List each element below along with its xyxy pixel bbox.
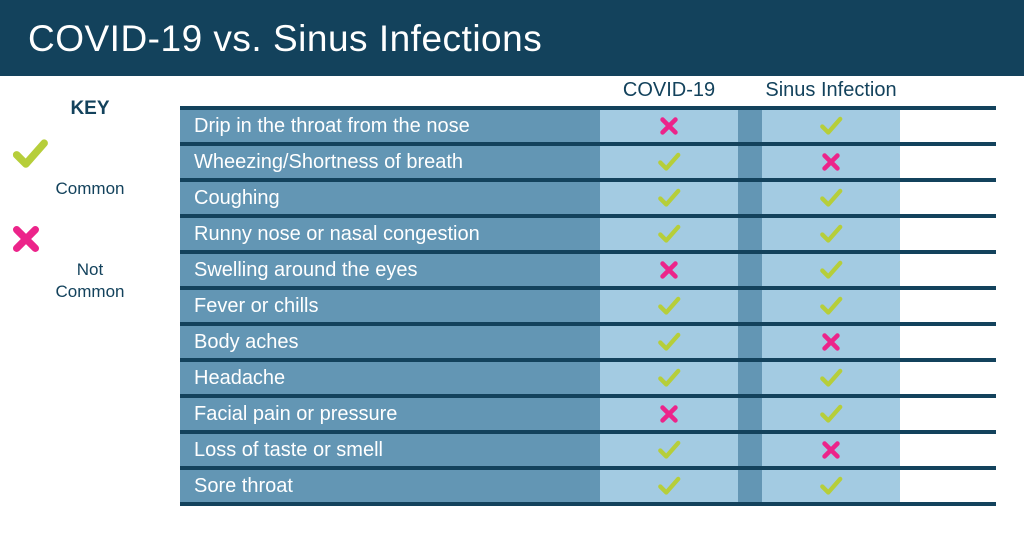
key-common-icon-wrap — [10, 134, 170, 174]
key-panel: KEY Common NotCommon — [0, 76, 180, 506]
symptom-cell: Facial pain or pressure — [180, 398, 600, 430]
sinus-mark-common — [762, 398, 900, 430]
symptom-cell: Drip in the throat from the nose — [180, 110, 600, 142]
covid-mark-common — [600, 182, 738, 214]
column-gap — [738, 182, 762, 214]
sinus-mark-common — [762, 470, 900, 502]
covid-mark-common — [600, 146, 738, 178]
column-gap — [738, 146, 762, 178]
column-gap — [738, 434, 762, 466]
check-icon — [656, 329, 682, 355]
header-bar: COVID-19 vs. Sinus Infections — [0, 0, 1024, 76]
table-row: Loss of taste or smell — [180, 434, 996, 470]
symptom-cell: Runny nose or nasal congestion — [180, 218, 600, 250]
check-icon — [656, 293, 682, 319]
table-row: Sore throat — [180, 470, 996, 502]
cross-icon — [658, 115, 680, 137]
comparison-table: COVID-19 Sinus Infection Drip in the thr… — [180, 76, 996, 506]
check-icon — [818, 473, 844, 499]
key-notcommon-label: NotCommon — [10, 259, 170, 302]
check-icon — [818, 113, 844, 139]
table-row: Drip in the throat from the nose — [180, 110, 996, 146]
symptom-cell: Wheezing/Shortness of breath — [180, 146, 600, 178]
check-icon — [656, 473, 682, 499]
symptom-cell: Sore throat — [180, 470, 600, 502]
column-gap — [738, 362, 762, 394]
sinus-mark-common — [762, 182, 900, 214]
table-row: Body aches — [180, 326, 996, 362]
column-gap — [738, 470, 762, 502]
covid-mark-notcommon — [600, 254, 738, 286]
symptom-table-body: Drip in the throat from the nose Wheezin… — [180, 106, 996, 506]
cross-icon — [10, 223, 170, 255]
covid-mark-common — [600, 218, 738, 250]
sinus-mark-notcommon — [762, 326, 900, 358]
check-icon — [818, 257, 844, 283]
covid-mark-common — [600, 470, 738, 502]
table-row: Runny nose or nasal congestion — [180, 218, 996, 254]
check-icon — [818, 401, 844, 427]
column-headers-row: COVID-19 Sinus Infection — [180, 76, 996, 106]
check-icon — [656, 149, 682, 175]
symptom-cell: Body aches — [180, 326, 600, 358]
key-common-label: Common — [10, 178, 170, 199]
symptom-cell: Coughing — [180, 182, 600, 214]
table-row: Swelling around the eyes — [180, 254, 996, 290]
table-row: Fever or chills — [180, 290, 996, 326]
column-gap — [738, 398, 762, 430]
sinus-mark-notcommon — [762, 146, 900, 178]
cross-icon — [658, 259, 680, 281]
covid-mark-common — [600, 290, 738, 322]
sinus-mark-common — [762, 362, 900, 394]
cross-icon — [658, 403, 680, 425]
table-row: Headache — [180, 362, 996, 398]
column-gap — [738, 254, 762, 286]
check-icon — [818, 365, 844, 391]
column-gap — [738, 218, 762, 250]
column-gap — [738, 326, 762, 358]
check-icon — [656, 221, 682, 247]
sinus-mark-common — [762, 254, 900, 286]
check-icon — [10, 134, 170, 174]
check-icon — [656, 365, 682, 391]
sinus-mark-common — [762, 290, 900, 322]
table-row: Facial pain or pressure — [180, 398, 996, 434]
check-icon — [818, 185, 844, 211]
cross-icon — [820, 151, 842, 173]
key-title: KEY — [10, 98, 170, 120]
key-notcommon-icon-wrap — [10, 223, 170, 255]
check-icon — [818, 293, 844, 319]
column-gap — [738, 110, 762, 142]
content-area: KEY Common NotCommon COVID-19 Sinus Infe… — [0, 76, 1024, 506]
check-icon — [818, 221, 844, 247]
covid-mark-notcommon — [600, 110, 738, 142]
sinus-col-header: Sinus Infection — [762, 79, 900, 102]
sinus-mark-notcommon — [762, 434, 900, 466]
symptom-cell: Headache — [180, 362, 600, 394]
sinus-mark-common — [762, 110, 900, 142]
covid-mark-common — [600, 362, 738, 394]
check-icon — [656, 437, 682, 463]
page-title: COVID-19 vs. Sinus Infections — [28, 18, 996, 60]
symptom-cell: Loss of taste or smell — [180, 434, 600, 466]
sinus-mark-common — [762, 218, 900, 250]
cross-icon — [820, 331, 842, 353]
covid-mark-common — [600, 434, 738, 466]
table-row: Wheezing/Shortness of breath — [180, 146, 996, 182]
covid-mark-notcommon — [600, 398, 738, 430]
cross-icon — [820, 439, 842, 461]
symptom-cell: Swelling around the eyes — [180, 254, 600, 286]
covid-col-header: COVID-19 — [600, 79, 738, 102]
table-row: Coughing — [180, 182, 996, 218]
column-gap — [738, 290, 762, 322]
check-icon — [656, 185, 682, 211]
covid-mark-common — [600, 326, 738, 358]
symptom-cell: Fever or chills — [180, 290, 600, 322]
